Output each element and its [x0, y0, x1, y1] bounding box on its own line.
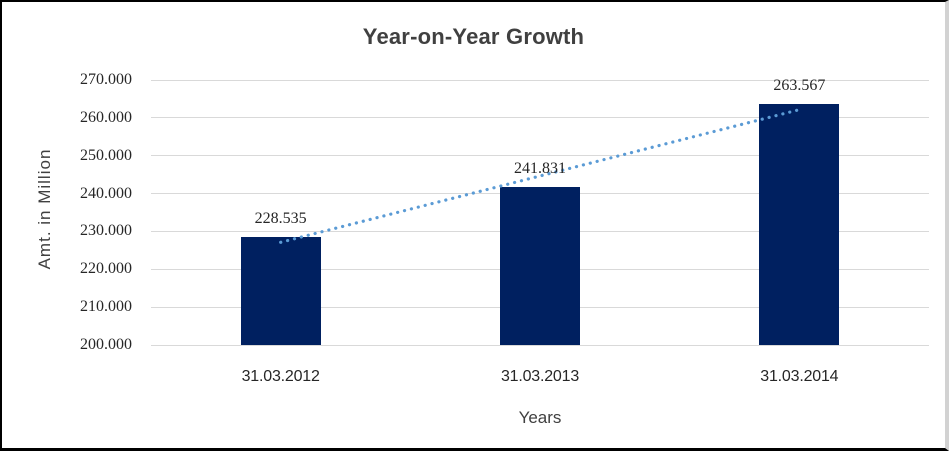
- y-tick-label: 270.000: [80, 71, 132, 88]
- y-tick-label: 210.000: [80, 298, 132, 316]
- bar-31.03.2012: [240, 236, 321, 345]
- chart-title: Year-on-Year Growth: [362, 24, 585, 49]
- x-tick-label: 31.03.2013: [500, 368, 580, 385]
- bar-31.03.2013: [500, 186, 580, 345]
- y-tick-label: 260.000: [80, 108, 132, 126]
- x-tick-label: 31.03.2012: [241, 368, 320, 385]
- data-label: 241.831: [514, 159, 566, 177]
- y-axis-title: Amt. in Million: [35, 148, 54, 270]
- y-tick-label: 250.000: [80, 146, 132, 164]
- gridline: [151, 155, 929, 157]
- y-tick-label: 240.000: [80, 184, 132, 202]
- trendline-path: [279, 108, 801, 244]
- y-tick-label: 230.000: [80, 222, 132, 240]
- plot-area: 228.535 241.831 263.567: [151, 77, 929, 346]
- gridline: [151, 117, 929, 119]
- gridline: [151, 344, 929, 346]
- y-tick-label: 200.000: [80, 336, 132, 353]
- y-tick-label: 220.000: [80, 260, 132, 278]
- data-label: 263.567: [773, 77, 826, 95]
- trendline: [279, 108, 801, 244]
- data-label: 228.535: [254, 209, 307, 227]
- gridline: [151, 79, 929, 81]
- x-axis-title: Years: [518, 408, 562, 427]
- bar-31.03.2014: [759, 104, 840, 345]
- x-tick-label: 31.03.2014: [760, 368, 839, 385]
